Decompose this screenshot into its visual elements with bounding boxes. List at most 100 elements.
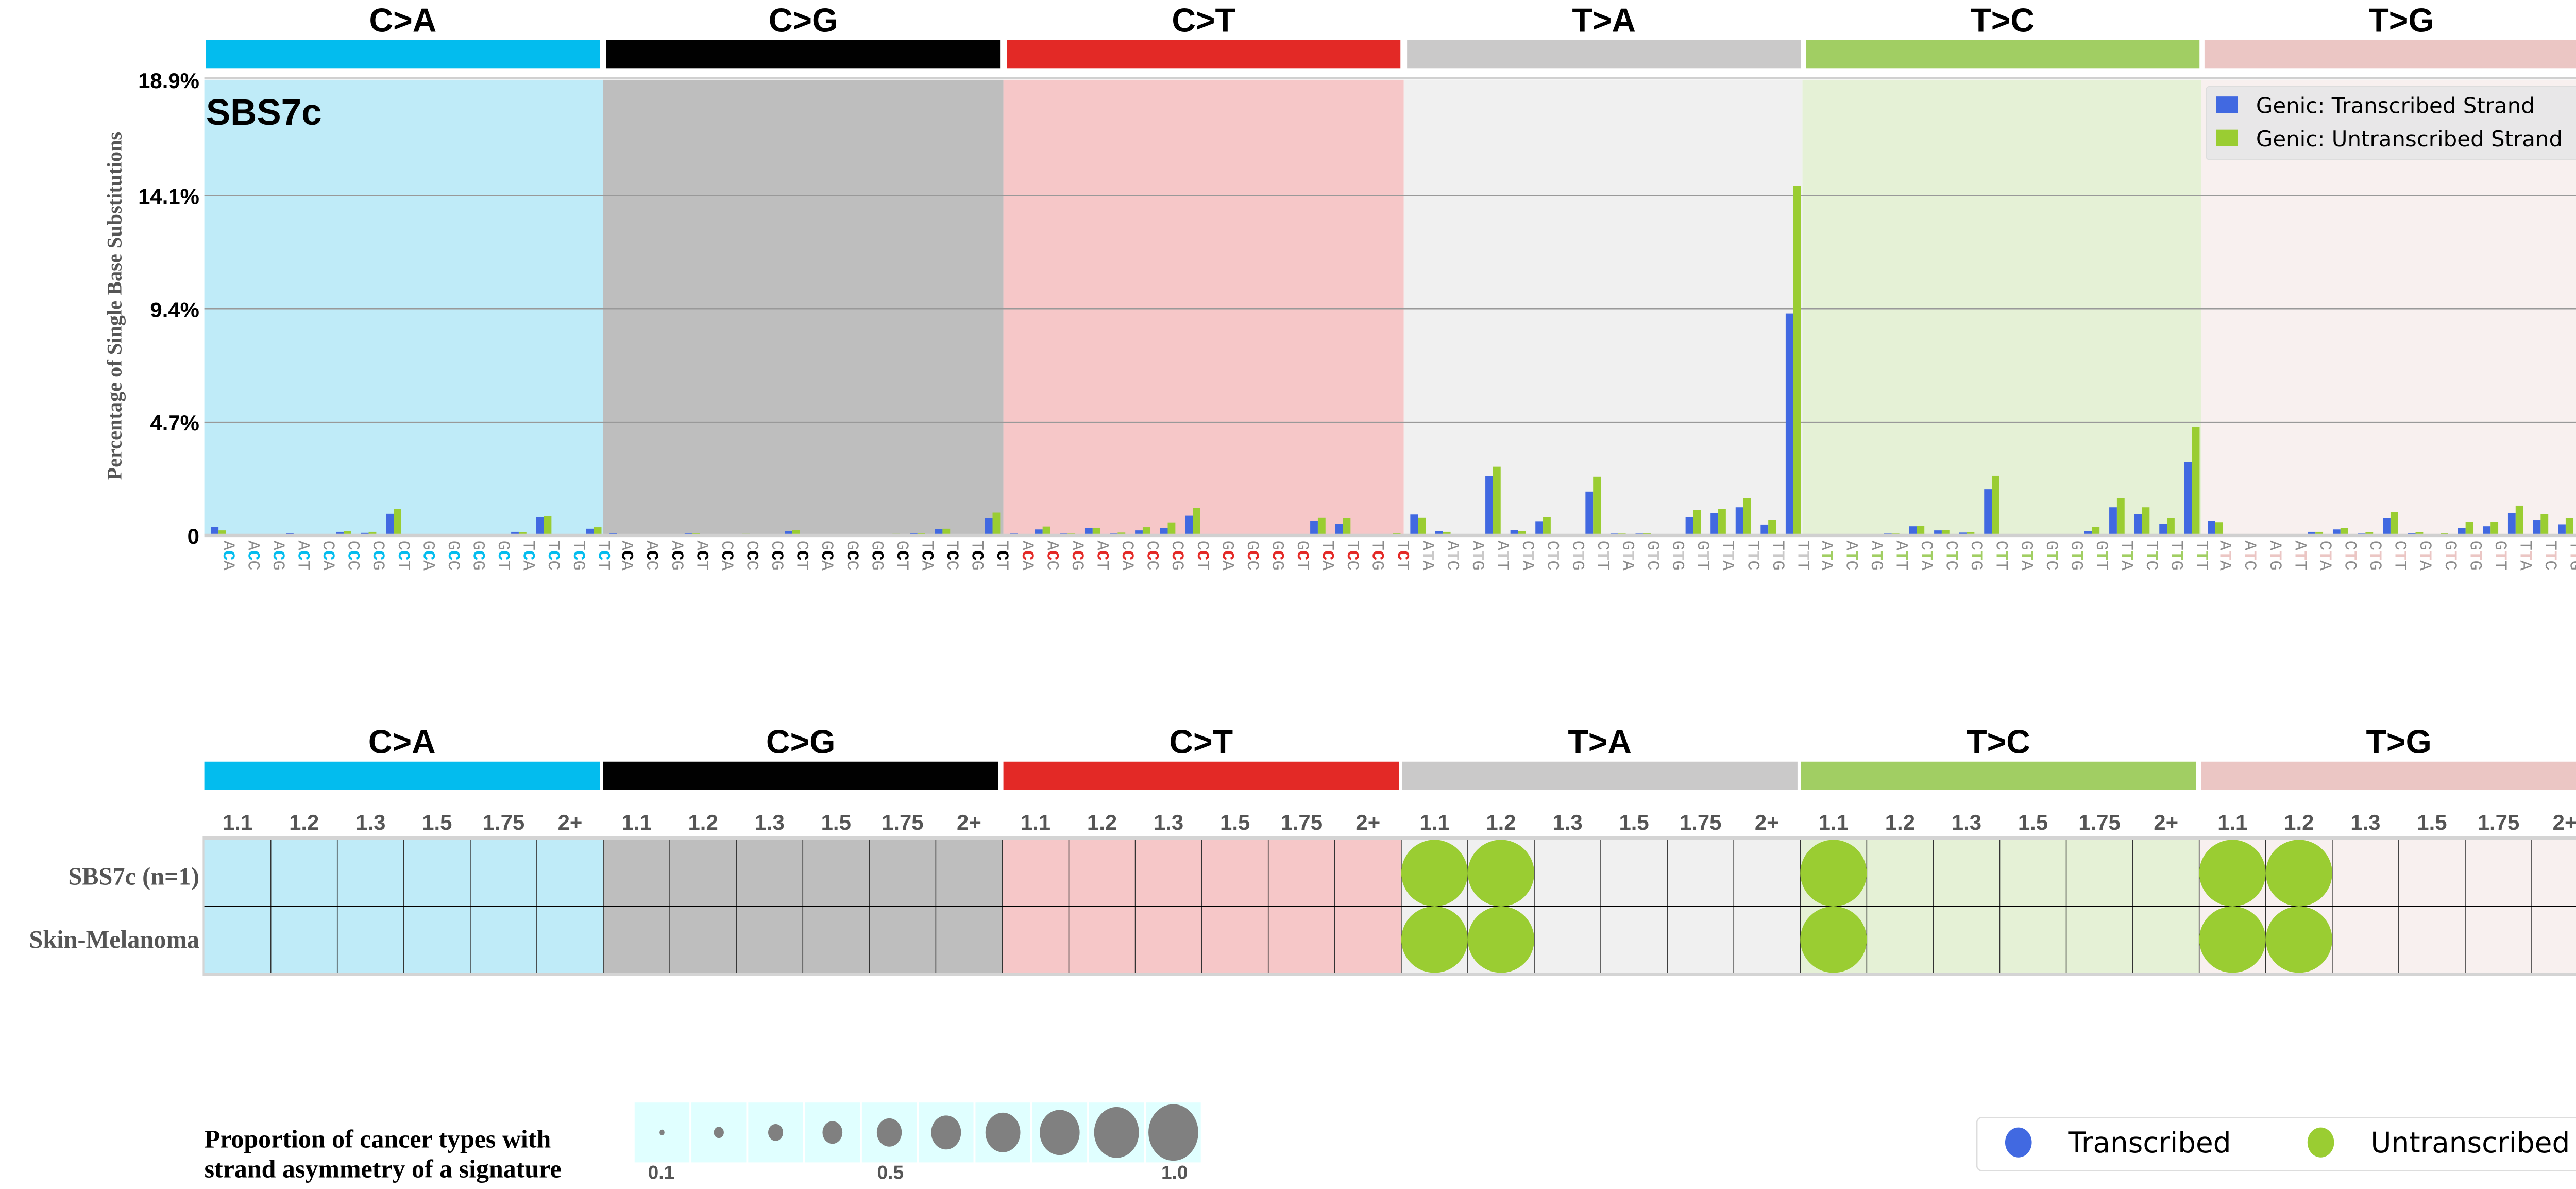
bar-transcribed xyxy=(2184,462,2192,535)
header-label-2: C>T xyxy=(1172,2,1235,39)
svg-text:CTG: CTG xyxy=(1568,541,1587,571)
bar-transcribed xyxy=(586,528,594,535)
bubble-scale-dot-icon xyxy=(714,1127,724,1138)
bar-untranscribed xyxy=(2415,532,2424,535)
context-label: GCG xyxy=(1267,541,1286,571)
lower-header-label-0: C>A xyxy=(368,724,436,761)
context-label: CTA xyxy=(2315,541,2334,571)
bar-untranscribed xyxy=(1443,531,1451,535)
context-label: CCT xyxy=(792,541,811,571)
bubble-tick-1-0: 1.0 xyxy=(1161,1162,1188,1183)
svg-text:CTC: CTC xyxy=(2340,541,2359,571)
context-label: GTC xyxy=(2441,541,2460,571)
svg-text:ACC: ACC xyxy=(243,541,262,571)
svg-text:ACT: ACT xyxy=(1092,541,1111,571)
context-label: ATG xyxy=(1468,541,1487,571)
svg-text:ACG: ACG xyxy=(667,541,686,571)
strand-bar-legend: Genic: Transcribed Strand Genic: Untrans… xyxy=(2206,86,2576,160)
asymmetry-bubble xyxy=(1467,906,1534,973)
bar-untranscribed xyxy=(942,528,951,535)
svg-text:CCA: CCA xyxy=(318,541,337,571)
context-label: TTC xyxy=(2142,541,2161,571)
bar-transcribed xyxy=(536,517,544,535)
strand-legend-transcribed: Transcribed xyxy=(2067,1126,2231,1159)
svg-text:TTA: TTA xyxy=(2515,541,2534,571)
svg-text:TCA: TCA xyxy=(519,541,538,571)
context-label: GCA xyxy=(1217,541,1236,571)
lower-header-color-bar-3 xyxy=(1402,761,1798,790)
bars xyxy=(211,186,2573,535)
context-label: GCC xyxy=(1243,541,1262,571)
context-label: GCA xyxy=(418,541,437,571)
bin-label: 1.5 xyxy=(821,810,851,834)
asymmetry-bubble xyxy=(2265,840,2332,907)
context-label: TTG xyxy=(2566,541,2576,571)
svg-text:TCT: TCT xyxy=(992,541,1011,571)
context-label: GTT xyxy=(1693,541,1712,571)
lower-header-label-4: T>C xyxy=(1967,724,2030,761)
bar-transcribed xyxy=(511,531,519,535)
svg-text:ATG: ATG xyxy=(2265,541,2284,571)
bar-untranscribed xyxy=(2465,522,2473,535)
signature-title: SBS7c xyxy=(206,92,322,133)
section-backgrounds xyxy=(204,79,2576,535)
svg-text:GCT: GCT xyxy=(1293,541,1312,571)
lower-header-color-bar-2 xyxy=(1003,761,1399,790)
bar-untranscribed xyxy=(1941,530,1950,535)
bar-plot-area xyxy=(204,77,2576,538)
bar-transcribed xyxy=(1535,521,1544,535)
bar-untranscribed xyxy=(2390,512,2398,535)
lower-header-label-1: C>G xyxy=(766,724,835,761)
context-label: ATC xyxy=(1443,541,1462,571)
context-label: ATT xyxy=(1891,541,1910,571)
svg-text:CCG: CCG xyxy=(1167,541,1187,571)
context-label: TTT xyxy=(2192,541,2211,571)
bar-untranscribed xyxy=(2092,527,2100,535)
bar-transcribed xyxy=(1909,526,1917,535)
bin-label: 1.1 xyxy=(1021,810,1050,834)
bin-label: 1.1 xyxy=(2217,810,2247,834)
bar-untranscribed xyxy=(2540,514,2549,535)
context-label: GCG xyxy=(867,541,886,571)
bubble-tick-0-1: 0.1 xyxy=(648,1162,675,1183)
bar-untranscribed xyxy=(2565,518,2573,535)
svg-text:CTT: CTT xyxy=(1593,541,1612,571)
bar-untranscribed xyxy=(1042,526,1050,535)
bubble-legend-title-line2: strand asymmetry of a signature xyxy=(205,1154,562,1183)
bin-label: 1.3 xyxy=(755,810,785,834)
svg-text:GTC: GTC xyxy=(2441,541,2460,571)
bar-untranscribed xyxy=(1167,522,1176,535)
context-label: TCT xyxy=(992,541,1011,571)
legend-untranscribed-label: Genic: Untranscribed Strand xyxy=(2256,126,2563,152)
header-label-3: T>A xyxy=(1572,2,1636,39)
svg-text:GTG: GTG xyxy=(2066,541,2086,571)
bubble-scale xyxy=(634,1102,1201,1163)
context-label: GTA xyxy=(2016,541,2036,571)
bin-label: 1.75 xyxy=(882,810,924,834)
bar-transcribed xyxy=(1335,524,1343,535)
odds-ratio-bin-labels: 1.1 1.2 1.3 1.5 1.75 2+ 1.1 1.2 1.3 1.5 1.75 2+ 1.1 1… xyxy=(223,810,2576,834)
bin-label: 1.5 xyxy=(422,810,452,834)
context-label: CTT xyxy=(1593,541,1612,571)
bubble-size-legend: Proportion of cancer types with strand a… xyxy=(205,1102,1201,1183)
bar-untranscribed xyxy=(1493,466,1501,535)
bar-transcribed xyxy=(1410,514,1418,535)
bar-transcribed xyxy=(1435,531,1443,535)
context-label: CCT xyxy=(1193,541,1212,571)
svg-text:CCC: CCC xyxy=(742,541,761,571)
context-label: ACA xyxy=(617,541,636,571)
bin-label: 1.3 xyxy=(2350,810,2380,834)
bar-untranscribed xyxy=(1593,476,1601,535)
svg-text:ATA: ATA xyxy=(2215,541,2234,571)
context-label: CCA xyxy=(318,541,337,571)
svg-text:ATC: ATC xyxy=(1443,541,1462,571)
context-label: CTG xyxy=(2365,541,2384,571)
svg-text:GCA: GCA xyxy=(418,541,437,571)
asymmetry-bubble xyxy=(1800,840,1867,907)
svg-text:CCA: CCA xyxy=(717,541,736,571)
context-label: CCC xyxy=(1143,541,1162,571)
svg-text:CCC: CCC xyxy=(1143,541,1162,571)
svg-text:ACT: ACT xyxy=(294,541,313,571)
header-color-bar-3 xyxy=(1407,40,1801,69)
asymmetry-bubble xyxy=(1401,906,1468,973)
